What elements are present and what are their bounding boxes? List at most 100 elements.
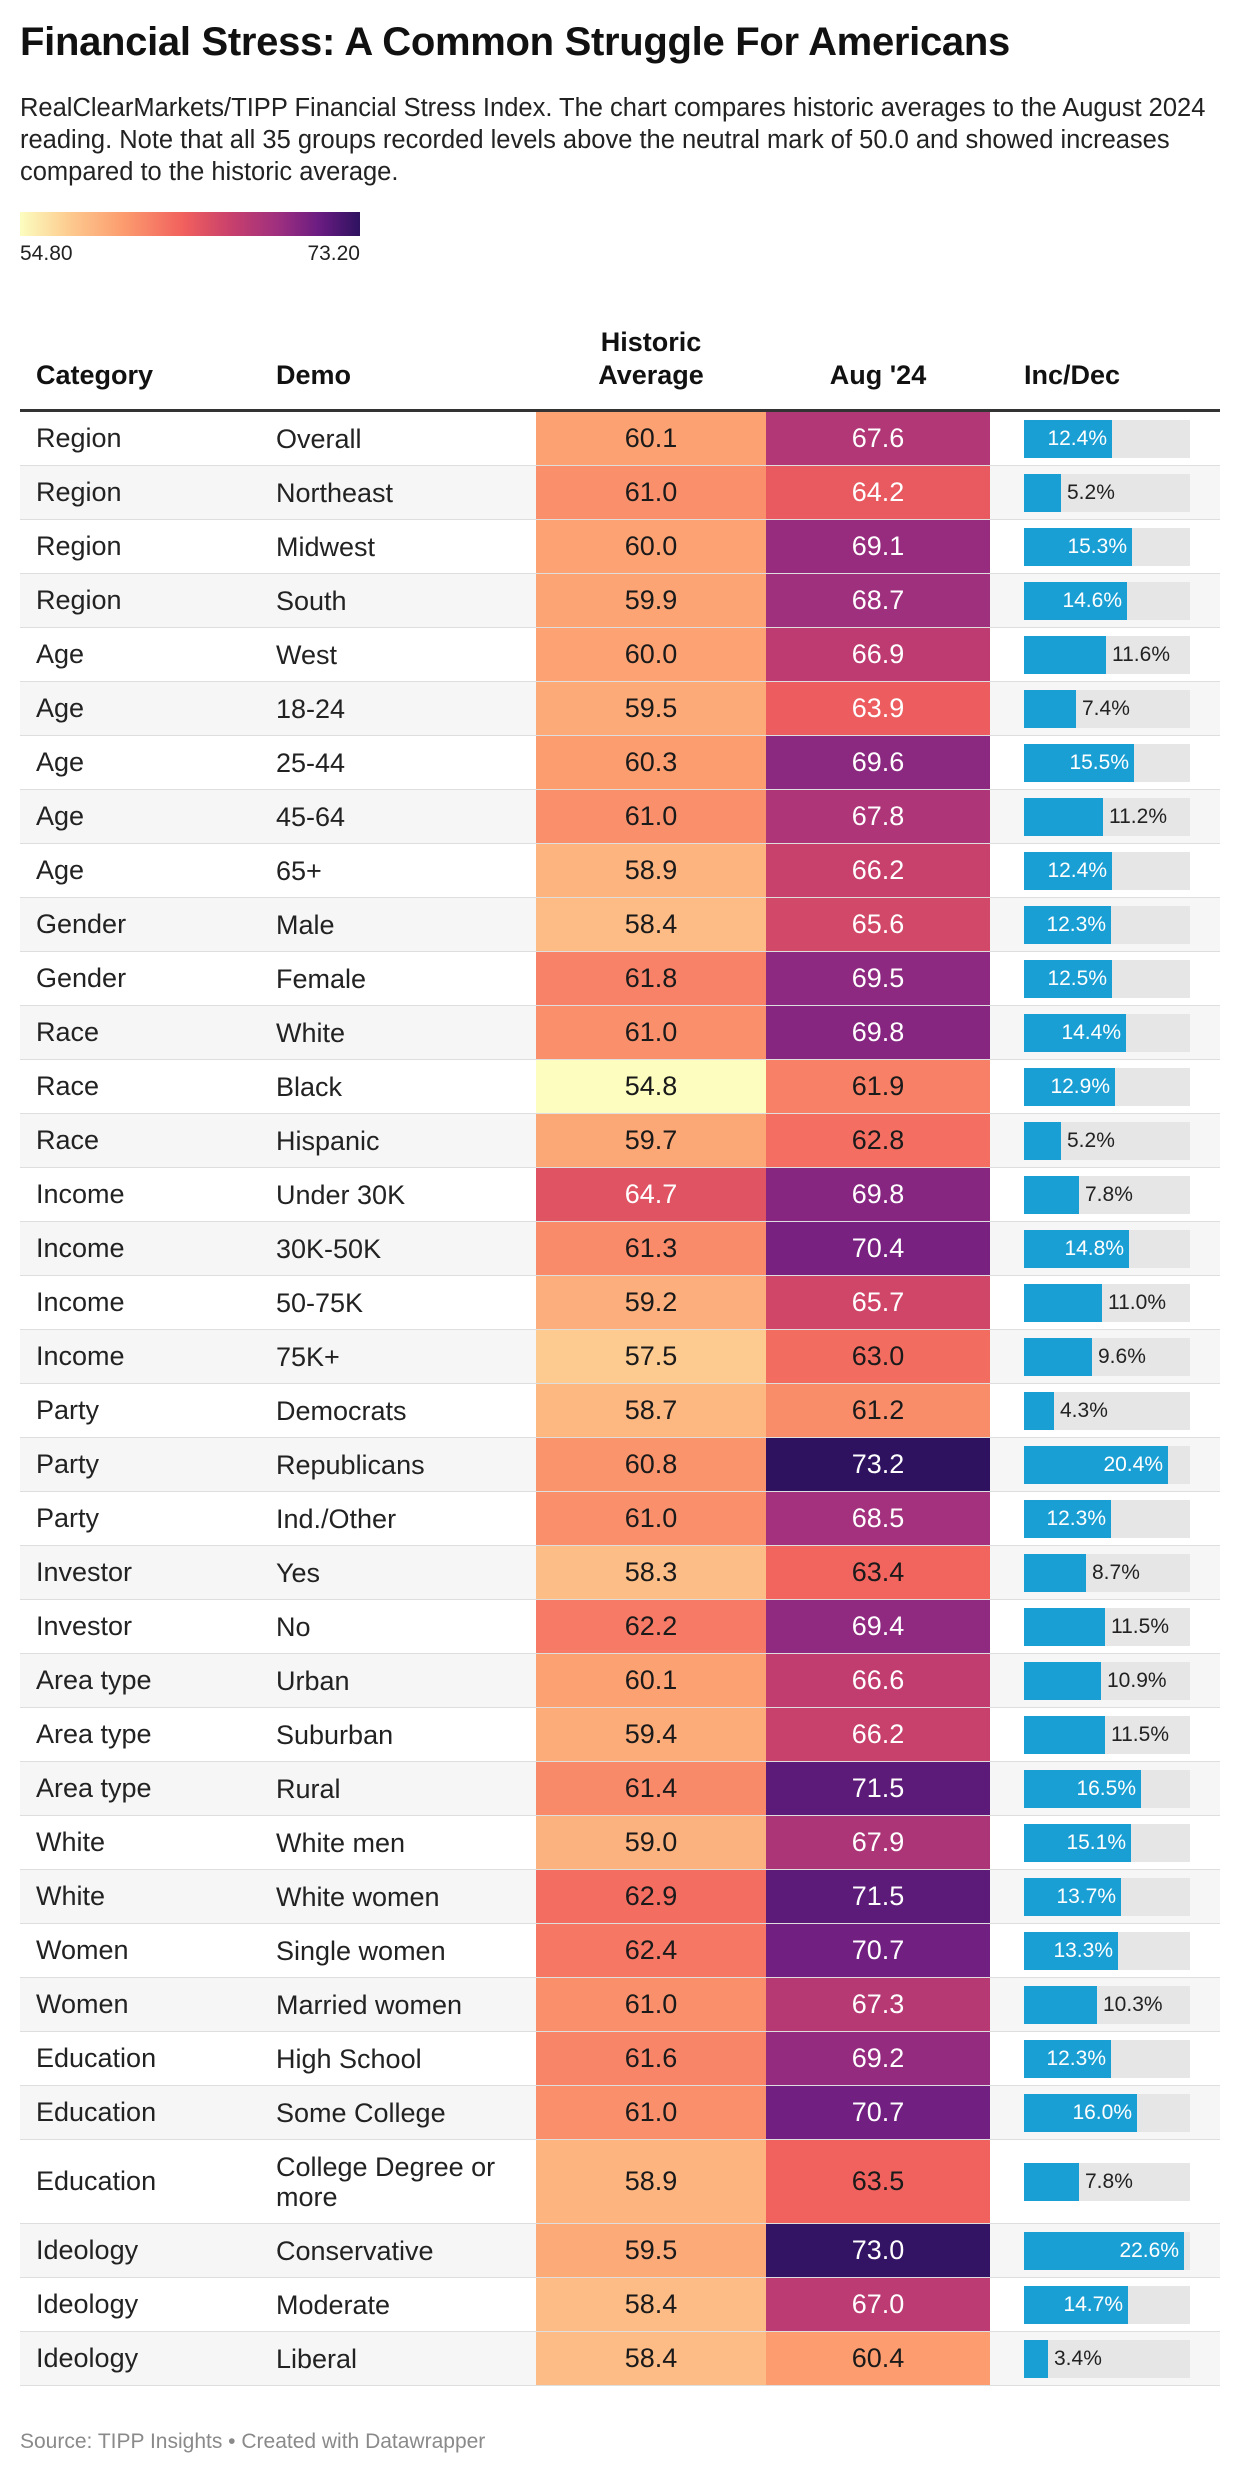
cell-aug-24: 68.7 (766, 574, 990, 627)
table-row: Party Ind./Other 61.0 68.5 12.3% (20, 1492, 1220, 1546)
cell-historic-average: 62.2 (536, 1600, 766, 1653)
cell-aug-24: 68.5 (766, 1492, 990, 1545)
inc-dec-bar-track: 5.2% (1024, 1121, 1190, 1160)
cell-demo: Urban (276, 1665, 350, 1696)
table-row: Investor Yes 58.3 63.4 8.7% (20, 1546, 1220, 1600)
header-historic-average[interactable]: Historic Average (536, 326, 766, 392)
cell-demo: Overall (276, 423, 362, 454)
cell-inc-dec: 11.0% (1024, 1276, 1190, 1329)
cell-category: Area type (36, 1665, 152, 1695)
cell-aug-24: 69.4 (766, 1600, 990, 1653)
cell-demo: 30K-50K (276, 1233, 382, 1264)
table-row: Age 45-64 61.0 67.8 11.2% (20, 790, 1220, 844)
table-row: Age 18-24 59.5 63.9 7.4% (20, 682, 1220, 736)
inc-dec-label: 12.4% (1047, 858, 1107, 882)
cell-demo: 50-75K (276, 1287, 364, 1318)
cell-historic-average: 61.0 (536, 1492, 766, 1545)
inc-dec-label: 7.8% (1085, 2169, 1133, 2193)
header-inc-dec[interactable]: Inc/Dec (1024, 360, 1121, 390)
cell-demo: White men (276, 1827, 406, 1858)
inc-dec-label: 11.0% (1108, 1290, 1166, 1314)
inc-dec-label: 5.2% (1067, 480, 1115, 504)
inc-dec-bar (1024, 1715, 1105, 1754)
cell-historic-average: 58.9 (536, 2140, 766, 2223)
header-category[interactable]: Category (36, 360, 154, 390)
cell-category: Age (36, 801, 85, 831)
inc-dec-bar-track: 11.5% (1024, 1607, 1190, 1646)
cell-category: Party (36, 1449, 100, 1479)
table-row: Education College Degree or more 58.9 63.5 7… (20, 2140, 1220, 2224)
inc-dec-bar (1024, 689, 1076, 728)
cell-inc-dec: 11.5% (1024, 1708, 1190, 1761)
inc-dec-label: 4.3% (1060, 1398, 1108, 1422)
inc-dec-label: 11.5% (1111, 1722, 1169, 1746)
cell-aug-24: 69.1 (766, 520, 990, 573)
inc-dec-bar-track: 11.6% (1024, 635, 1190, 674)
cell-inc-dec: 14.6% (1024, 574, 1190, 627)
inc-dec-bar (1024, 905, 1111, 944)
cell-historic-average: 61.4 (536, 1762, 766, 1815)
cell-demo: White women (276, 1881, 440, 1912)
cell-historic-average: 62.9 (536, 1870, 766, 1923)
cell-category: Region (36, 585, 122, 615)
header-historic-line2: Average (598, 360, 704, 390)
inc-dec-bar (1024, 1283, 1102, 1322)
inc-dec-bar-track: 4.3% (1024, 1391, 1190, 1430)
inc-dec-bar-track: 12.3% (1024, 2039, 1190, 2078)
cell-demo: 65+ (276, 855, 322, 886)
cell-category: Ideology (36, 2343, 139, 2373)
inc-dec-bar (1024, 1499, 1111, 1538)
inc-dec-bar (1024, 1931, 1118, 1970)
cell-category: Education (36, 2166, 157, 2196)
table-row: Age 25-44 60.3 69.6 15.5% (20, 736, 1220, 790)
color-scale-legend (20, 212, 360, 236)
cell-category: White (36, 1827, 106, 1857)
cell-inc-dec: 13.3% (1024, 1924, 1190, 1977)
cell-aug-24: 62.8 (766, 1114, 990, 1167)
cell-aug-24: 66.6 (766, 1654, 990, 1707)
inc-dec-label: 12.4% (1047, 426, 1107, 450)
inc-dec-label: 11.5% (1111, 1614, 1169, 1638)
table-row: Region Midwest 60.0 69.1 15.3% (20, 520, 1220, 574)
cell-inc-dec: 11.5% (1024, 1600, 1190, 1653)
cell-historic-average: 61.6 (536, 2032, 766, 2085)
inc-dec-label: 13.3% (1053, 1938, 1113, 1962)
cell-category: Income (36, 1287, 125, 1317)
cell-demo: Single women (276, 1935, 446, 1966)
cell-inc-dec: 14.7% (1024, 2278, 1190, 2331)
cell-demo: Under 30K (276, 1179, 406, 1210)
inc-dec-bar (1024, 1013, 1126, 1052)
cell-category: White (36, 1881, 106, 1911)
cell-demo: South (276, 585, 347, 616)
cell-historic-average: 60.8 (536, 1438, 766, 1491)
cell-historic-average: 62.4 (536, 1924, 766, 1977)
inc-dec-label: 10.3% (1103, 1992, 1163, 2016)
header-demo[interactable]: Demo (276, 360, 352, 390)
inc-dec-bar-track: 20.4% (1024, 1445, 1190, 1484)
inc-dec-bar-track: 7.8% (1024, 2162, 1190, 2201)
inc-dec-label: 15.5% (1069, 750, 1129, 774)
cell-historic-average: 58.4 (536, 898, 766, 951)
inc-dec-bar-track: 9.6% (1024, 1337, 1190, 1376)
inc-dec-bar (1024, 1337, 1092, 1376)
inc-dec-bar (1024, 2339, 1048, 2378)
cell-aug-24: 70.7 (766, 1924, 990, 1977)
cell-inc-dec: 22.6% (1024, 2224, 1190, 2277)
cell-aug-24: 64.2 (766, 466, 990, 519)
inc-dec-bar-track: 12.5% (1024, 959, 1190, 998)
cell-historic-average: 58.4 (536, 2332, 766, 2385)
table-row: Income 50-75K 59.2 65.7 11.0% (20, 1276, 1220, 1330)
inc-dec-bar-track: 22.6% (1024, 2231, 1190, 2270)
cell-inc-dec: 8.7% (1024, 1546, 1190, 1599)
header-aug-24[interactable]: Aug '24 (829, 360, 927, 390)
inc-dec-label: 11.6% (1112, 642, 1170, 666)
inc-dec-bar-track: 8.7% (1024, 1553, 1190, 1592)
cell-category: Party (36, 1395, 100, 1425)
cell-inc-dec: 7.4% (1024, 682, 1190, 735)
table-row: Ideology Conservative 59.5 73.0 22.6% (20, 2224, 1220, 2278)
cell-demo: Female (276, 963, 367, 994)
cell-aug-24: 60.4 (766, 2332, 990, 2385)
cell-demo: No (276, 1611, 311, 1642)
inc-dec-label: 15.3% (1067, 534, 1127, 558)
inc-dec-label: 9.6% (1098, 1344, 1146, 1368)
